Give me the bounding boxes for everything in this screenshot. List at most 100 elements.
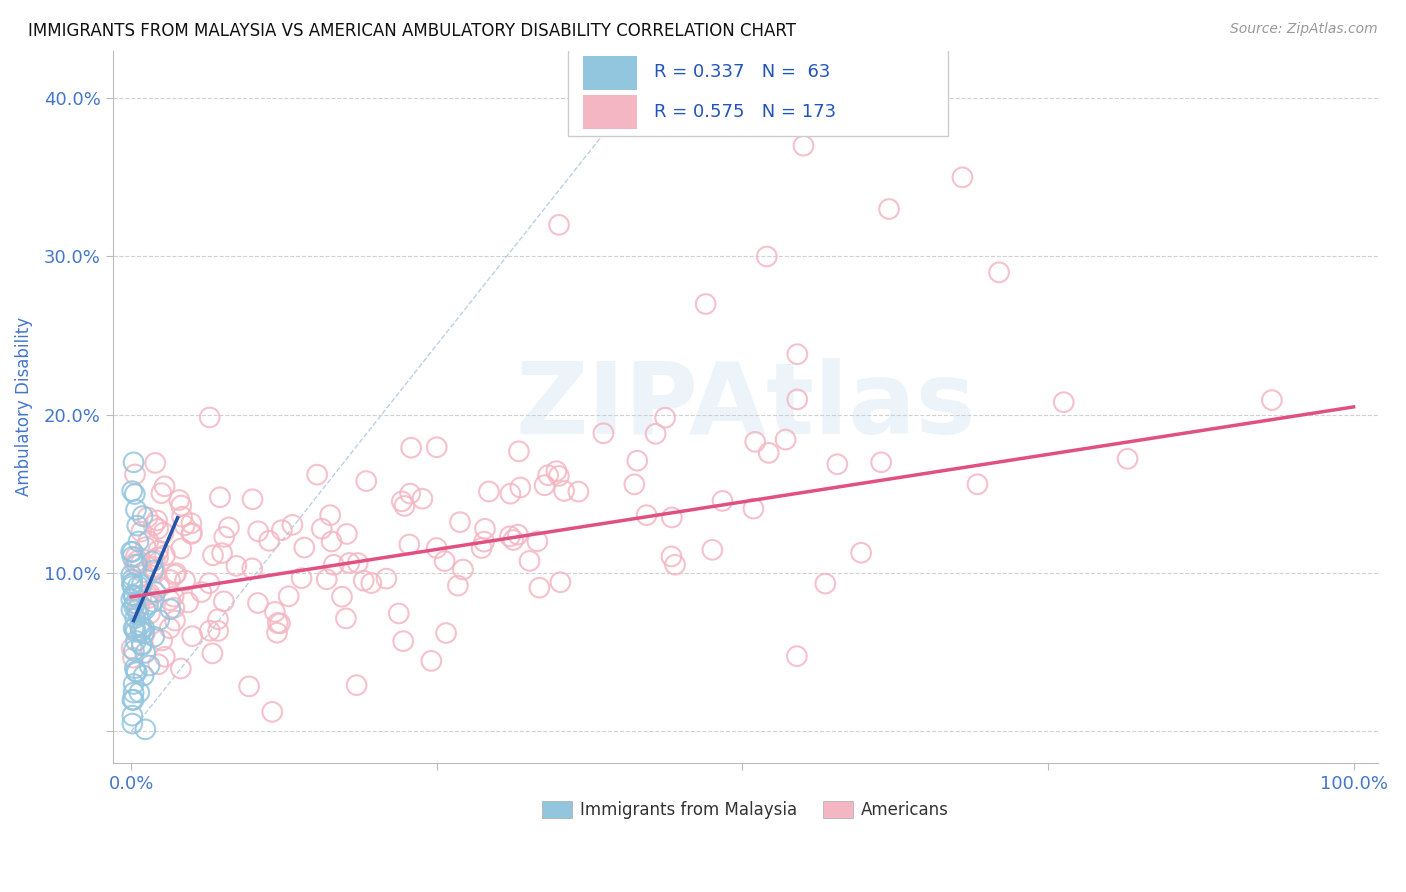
Point [246, 596, 269, 610]
Point [127, 518, 149, 533]
Point [411, 491, 433, 506]
Point [129, 624, 152, 639]
FancyBboxPatch shape [583, 55, 637, 90]
Point [426, 440, 449, 454]
Point [121, 650, 143, 665]
Point [399, 441, 422, 455]
Point [198, 576, 221, 591]
Point [420, 654, 443, 668]
Point [201, 549, 224, 563]
Point [786, 649, 808, 664]
Point [121, 716, 143, 731]
Point [127, 534, 149, 549]
Point [786, 392, 808, 407]
Point [122, 455, 145, 469]
Point [567, 484, 589, 499]
Point [121, 573, 143, 587]
Point [131, 621, 153, 635]
Point [163, 614, 186, 628]
Point [870, 455, 893, 469]
Point [336, 527, 359, 541]
Point [152, 525, 174, 540]
Point [257, 533, 280, 548]
Point [529, 581, 551, 595]
Point [124, 487, 146, 501]
Point [131, 639, 153, 653]
Point [478, 484, 501, 499]
Point [695, 297, 717, 311]
Point [502, 533, 524, 547]
Point [129, 624, 152, 638]
Point [121, 549, 143, 564]
Point [150, 486, 173, 500]
Point [124, 624, 146, 639]
Point [198, 410, 221, 425]
Point [661, 549, 683, 564]
Point [664, 558, 686, 572]
Point [242, 492, 264, 507]
Point [988, 265, 1011, 279]
Point [134, 646, 156, 660]
Point [121, 484, 143, 499]
Point [623, 477, 645, 491]
Point [139, 607, 162, 621]
Point [509, 481, 531, 495]
Point [131, 509, 153, 524]
Point [877, 202, 900, 216]
Point [307, 467, 329, 482]
Point [849, 546, 872, 560]
Point [537, 468, 560, 483]
Point [181, 629, 204, 643]
Point [121, 576, 143, 591]
Point [172, 509, 194, 524]
Point [128, 600, 150, 615]
Point [661, 510, 683, 524]
Point [451, 563, 474, 577]
Point [474, 522, 496, 536]
Point [122, 677, 145, 691]
Point [375, 572, 398, 586]
Point [1261, 393, 1284, 408]
Point [136, 510, 159, 524]
Point [125, 503, 148, 517]
Point [180, 516, 202, 531]
Point [360, 576, 382, 591]
Point [292, 541, 315, 555]
Point [132, 566, 155, 580]
Point [120, 568, 142, 582]
Point [120, 592, 142, 607]
Point [180, 526, 202, 541]
Point [201, 646, 224, 660]
Point [170, 499, 193, 513]
Point [636, 508, 658, 523]
Point [814, 576, 837, 591]
Point [755, 250, 778, 264]
Point [346, 678, 368, 692]
Point [212, 530, 235, 544]
Point [132, 668, 155, 682]
Point [281, 517, 304, 532]
Point [170, 661, 193, 675]
Point [167, 493, 190, 508]
Point [150, 633, 173, 648]
Point [122, 599, 145, 614]
Point [170, 541, 193, 556]
Point [122, 643, 145, 657]
Point [131, 578, 153, 592]
Point [177, 595, 200, 609]
Point [321, 534, 343, 549]
Point [121, 693, 143, 707]
Point [120, 544, 142, 558]
Point [211, 546, 233, 560]
Point [472, 534, 495, 549]
Point [225, 558, 247, 573]
Point [162, 590, 184, 604]
Point [148, 522, 170, 536]
Point [394, 499, 416, 513]
Point [533, 478, 555, 492]
Point [269, 616, 291, 631]
Point [190, 585, 212, 599]
Point [124, 467, 146, 482]
Point [426, 541, 449, 555]
Point [266, 625, 288, 640]
